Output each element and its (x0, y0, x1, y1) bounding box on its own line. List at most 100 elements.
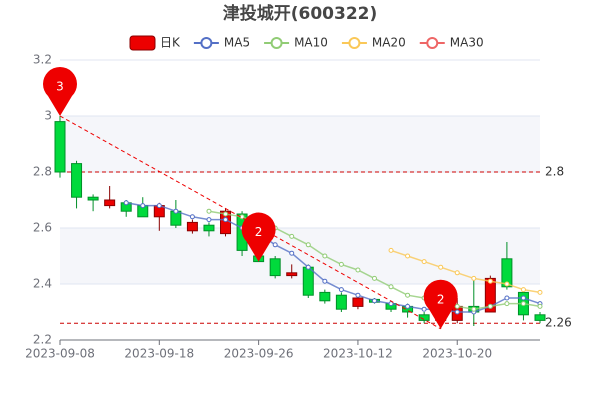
grid-band (60, 228, 540, 284)
ma-point (371, 298, 377, 304)
ma-point (289, 250, 295, 256)
x-tick-label: 2023-09-18 (124, 347, 194, 361)
ma-point (140, 203, 146, 209)
ma-point (338, 261, 344, 267)
marker-label: 2 (437, 292, 445, 306)
y-tick-label: 2.2 (33, 333, 52, 347)
legend-label: MA5 (224, 36, 250, 50)
y-tick-label: 3.2 (33, 53, 52, 67)
ma-point (223, 211, 229, 217)
ma-point (338, 287, 344, 293)
legend-icon (426, 37, 439, 49)
candle-body (203, 224, 215, 232)
legend-icon (270, 37, 283, 49)
legend-item[interactable]: MA10 (264, 36, 328, 50)
legend-item[interactable]: 日K (129, 35, 181, 51)
ma-point (173, 208, 179, 214)
legend-label: 日K (160, 36, 181, 50)
legend-item[interactable]: MA5 (193, 36, 250, 50)
ma-point (388, 284, 394, 290)
ma-point (355, 267, 361, 273)
x-tick-label: 2023-09-08 (25, 347, 95, 361)
candle-body (484, 277, 496, 313)
ma-point (123, 200, 129, 206)
marker-pin (423, 279, 458, 329)
legend-icon (129, 35, 156, 51)
ma-point (504, 295, 510, 301)
x-tick-label: 2023-10-12 (323, 347, 393, 361)
ma-point (504, 301, 510, 307)
ma-point (537, 303, 543, 309)
ma-point (305, 264, 311, 270)
legend-icon (200, 37, 213, 49)
ma-point (405, 303, 411, 309)
candle-body (87, 196, 99, 201)
ma-point (438, 264, 444, 270)
ma-point (504, 281, 510, 287)
candle-body (335, 294, 347, 310)
ma-line (126, 202, 541, 313)
grid-band (60, 116, 540, 172)
candle-body (352, 297, 364, 307)
ma-point (454, 309, 460, 315)
ma-point (305, 242, 311, 248)
ma-point (272, 242, 278, 248)
ma-point (520, 301, 526, 307)
ma-point (322, 253, 328, 259)
candle-body (71, 163, 83, 198)
chart-title: 津投城开(600322) (223, 3, 378, 24)
ma-point (520, 295, 526, 301)
candle-body (501, 258, 513, 288)
candle-body (319, 291, 331, 302)
ma-point (487, 278, 493, 284)
ma-point (371, 275, 377, 281)
ma-point (421, 259, 427, 265)
ma-point (206, 208, 212, 214)
marker-label: 3 (56, 80, 64, 94)
candle-body (186, 221, 198, 232)
legend-label: MA20 (372, 36, 406, 50)
candle-body (302, 266, 314, 296)
candle-body (269, 258, 281, 277)
candle-body (418, 314, 430, 321)
ma-point (405, 253, 411, 259)
mark-line-label: 2.26 (545, 316, 572, 330)
candle-body (104, 199, 116, 207)
ma-line (390, 249, 541, 294)
ma-point (537, 289, 543, 295)
legend-label: MA30 (450, 36, 484, 50)
candle-body (534, 314, 546, 321)
y-tick-label: 2.8 (33, 165, 52, 179)
legend-item[interactable]: MA20 (341, 36, 406, 50)
y-tick-label: 2.6 (33, 221, 52, 235)
ma-point (454, 303, 460, 309)
ma-point (322, 278, 328, 284)
ma-point (454, 270, 460, 276)
legend-label: MA10 (294, 36, 328, 50)
ma-point (520, 287, 526, 293)
marker-pin (241, 212, 276, 262)
y-tick-label: 3 (44, 109, 52, 123)
ma-point (206, 217, 212, 223)
y-tick-label: 2.4 (33, 277, 52, 291)
x-tick-label: 2023-09-26 (224, 347, 294, 361)
ma-point (421, 306, 427, 312)
x-tick-label: 2023-10-20 (422, 347, 492, 361)
candle-body (54, 121, 66, 173)
legend-item[interactable]: MA30 (419, 36, 484, 50)
ma-point (156, 203, 162, 209)
ma-point (471, 306, 477, 312)
marker-label: 2 (255, 225, 263, 239)
ma-point (223, 217, 229, 223)
ma-point (355, 292, 361, 298)
mark-line-label: 2.8 (545, 165, 564, 179)
marker-pin (42, 66, 77, 116)
legend-icon (348, 37, 361, 49)
ma-point (388, 247, 394, 253)
ma-point (471, 275, 477, 281)
ma-point (289, 233, 295, 239)
ma-point (405, 292, 411, 298)
ma-point (487, 303, 493, 309)
candle-body (286, 272, 298, 277)
